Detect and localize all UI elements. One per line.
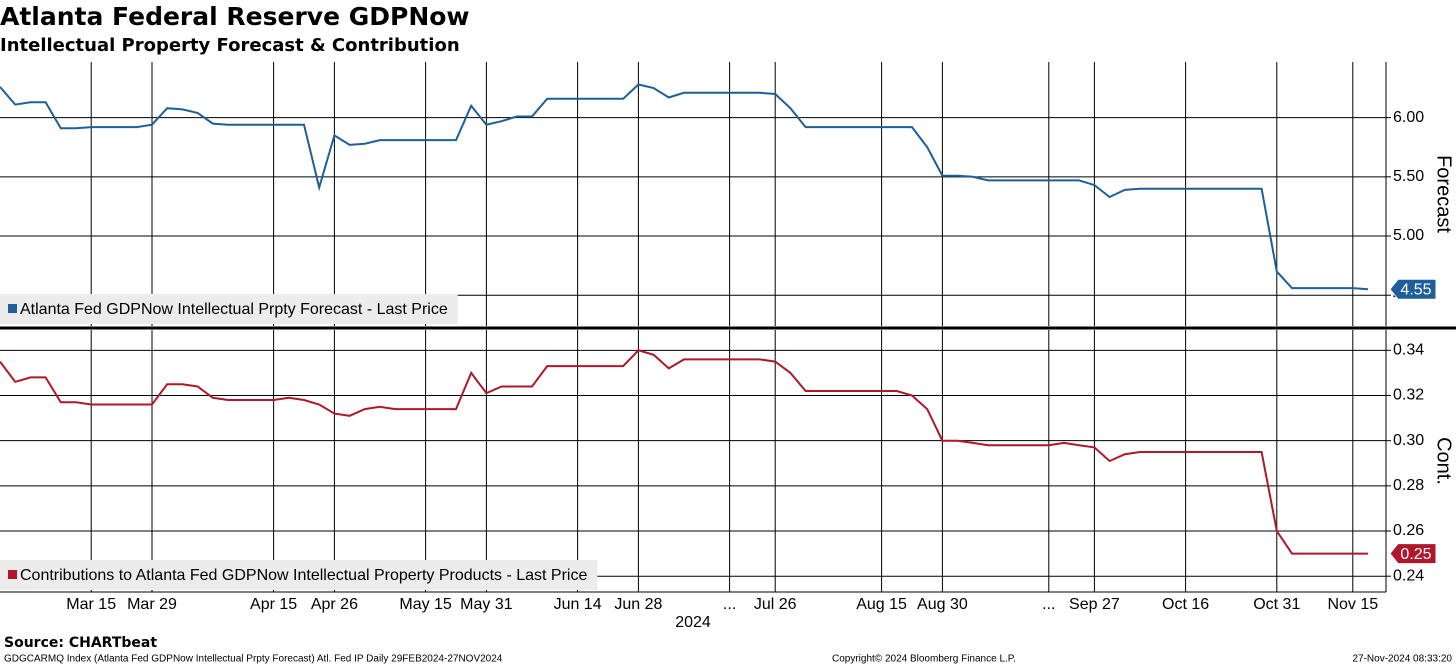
y-tick-label: 5.50 (1393, 168, 1424, 185)
x-tick-label: Oct 16 (1162, 596, 1209, 613)
last-value-label: 0.25 (1400, 546, 1431, 563)
y-tick-label: 6.00 (1393, 109, 1424, 126)
x-tick-label: ... (723, 596, 736, 613)
legend-bg (0, 294, 458, 324)
timestamp: 27-Nov-2024 08:33:20 (1352, 654, 1452, 665)
x-tick-label: Jun 14 (554, 596, 602, 613)
last-value-label: 4.55 (1400, 282, 1431, 299)
x-tick-label: May 31 (460, 596, 513, 613)
x-tick-label: Jul 26 (754, 596, 797, 613)
y-tick-label: 5.00 (1393, 227, 1424, 244)
x-tick-label: Oct 31 (1253, 596, 1300, 613)
chart-title: Atlanta Federal Reserve GDPNow (0, 2, 470, 31)
x-tick-label: Nov 15 (1327, 596, 1378, 613)
x-axis-label: 2024 (675, 614, 711, 631)
x-tick-label: Sep 27 (1069, 596, 1120, 613)
last-value-box (1389, 543, 1437, 565)
legend-label: Atlanta Fed GDPNow Intellectual Prpty Fo… (20, 301, 448, 318)
x-tick-label: May 15 (399, 596, 452, 613)
y-tick-label: 0.28 (1393, 477, 1424, 494)
series-line (0, 349, 1368, 555)
x-tick-label: Apr 15 (250, 596, 297, 613)
source: Source: CHARTbeat (4, 635, 157, 651)
y-tick-label: 0.24 (1393, 567, 1424, 584)
legend-swatch (8, 570, 17, 579)
y-axis-label: Forecast (1433, 155, 1455, 233)
x-tick-label: Jun 28 (614, 596, 662, 613)
copyright: Copyright© 2024 Bloomberg Finance L.P. (832, 654, 1016, 665)
y-tick-label: 0.26 (1393, 522, 1424, 539)
x-tick-label: ... (1042, 596, 1055, 613)
index-note: GDGCARMQ Index (Atlanta Fed GDPNow Intel… (4, 654, 503, 665)
y-tick-label: 0.34 (1393, 342, 1424, 359)
chart-subtitle: Intellectual Property Forecast & Contrib… (0, 35, 460, 56)
y-tick-label: 0.30 (1393, 432, 1424, 449)
legend-label: Contributions to Atlanta Fed GDPNow Inte… (20, 567, 587, 584)
series-line (0, 83, 1369, 291)
legend-bg (0, 560, 598, 590)
x-tick-label: Aug 15 (856, 596, 907, 613)
y-axis-label: Cont. (1433, 437, 1455, 485)
x-tick-label: Mar 15 (66, 596, 116, 613)
legend-swatch (8, 304, 17, 313)
x-tick-label: Mar 29 (127, 596, 177, 613)
last-value-box (1389, 278, 1437, 300)
y-tick-label: 0.32 (1393, 387, 1424, 404)
x-tick-label: Apr 26 (311, 596, 358, 613)
x-tick-label: Aug 30 (917, 596, 968, 613)
